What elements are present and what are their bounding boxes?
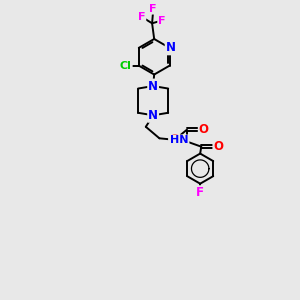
Text: N: N: [166, 41, 176, 54]
Text: O: O: [169, 133, 179, 146]
Text: N: N: [148, 80, 158, 92]
Text: F: F: [196, 186, 204, 199]
Text: F: F: [149, 4, 157, 14]
Text: O: O: [199, 123, 209, 136]
Text: O: O: [213, 140, 224, 153]
Text: Cl: Cl: [120, 61, 132, 70]
Text: N: N: [148, 109, 158, 122]
Text: HN: HN: [170, 135, 188, 146]
Text: F: F: [158, 16, 166, 26]
Text: F: F: [138, 12, 146, 22]
